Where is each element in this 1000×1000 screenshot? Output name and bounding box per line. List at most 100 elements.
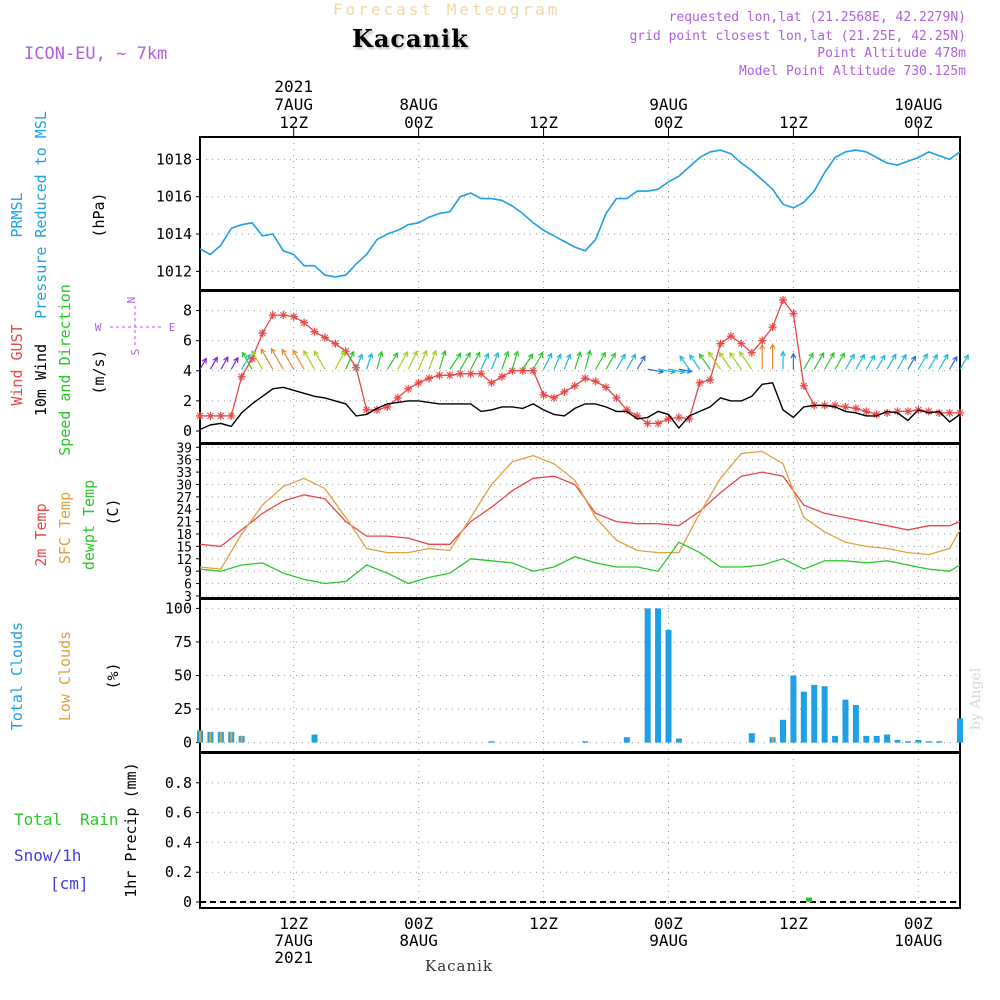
- gust-marker: [456, 369, 465, 378]
- arrow-head: [586, 349, 592, 356]
- gust-marker: [414, 378, 423, 387]
- arrow-shaft: [334, 351, 345, 370]
- y-tick-label: 30: [176, 478, 192, 493]
- time-label-bottom: 9AUG: [649, 931, 688, 950]
- arrow-shaft: [678, 368, 692, 373]
- wind-direction-arrow: [543, 352, 553, 370]
- gust-marker: [206, 411, 215, 420]
- wind-direction-arrow: [626, 353, 637, 370]
- wind-direction-arrow: [844, 353, 855, 370]
- arrow-head: [819, 351, 825, 358]
- total-cloud-bar: [644, 608, 651, 743]
- arrow-shaft: [718, 352, 732, 370]
- arrow-head: [922, 352, 928, 360]
- gust-marker: [674, 413, 683, 422]
- gust-marker-d: [602, 383, 610, 391]
- wind-direction-arrow: [397, 351, 408, 370]
- arrow-head: [465, 351, 471, 358]
- dewpt-line: [199, 541, 961, 585]
- total-cloud-bar: [936, 741, 943, 743]
- arrow-head: [620, 353, 626, 360]
- arrow-shaft: [376, 351, 383, 370]
- arrow-head: [251, 349, 257, 356]
- arrow-shaft: [292, 349, 305, 370]
- gust-marker-d: [935, 409, 943, 417]
- arrow-shaft: [281, 349, 295, 370]
- wind-direction-arrow: [949, 355, 958, 370]
- arrow-shaft: [824, 352, 835, 370]
- y-tick-label: 33: [176, 466, 192, 481]
- time-label-bottom: 12Z: [529, 914, 558, 933]
- gust-marker: [289, 312, 298, 321]
- y-tick-label: 36: [176, 454, 192, 469]
- gust-marker-d: [394, 394, 402, 402]
- gust-marker-d: [956, 409, 964, 417]
- arrow-shaft: [386, 352, 399, 370]
- wind-direction-arrow: [407, 350, 418, 370]
- gust-marker: [320, 333, 329, 342]
- y-tick-label: 6: [184, 578, 192, 593]
- gust-marker-d: [769, 323, 776, 331]
- arrow-head: [339, 350, 346, 357]
- arrow-head: [839, 352, 845, 359]
- gust-marker-d: [894, 408, 901, 415]
- total-cloud-bar: [582, 741, 589, 743]
- arrow-shaft: [834, 353, 845, 370]
- arrow-shaft: [438, 350, 446, 370]
- time-label-top: 9AUG: [649, 95, 688, 114]
- arrow-shaft: [270, 348, 284, 370]
- total-cloud-bar: [675, 738, 682, 743]
- wind-direction-arrow: [769, 343, 776, 370]
- arrow-head: [377, 350, 384, 357]
- arrow-head: [576, 350, 582, 358]
- wind-direction-arrow: [917, 352, 928, 370]
- wind-direction-arrow: [376, 350, 384, 370]
- gust-marker-d: [883, 409, 891, 417]
- wind-direction-arrow: [270, 347, 284, 370]
- gust-marker-d: [529, 367, 537, 375]
- y-tick-label: 1018: [156, 150, 192, 168]
- y-tick-label: 9: [184, 565, 192, 580]
- gust-marker: [362, 405, 371, 414]
- arrow-shaft: [449, 353, 462, 370]
- arrow-shaft: [689, 354, 701, 370]
- gust-marker: [404, 384, 413, 393]
- total-cloud-bar: [821, 686, 828, 743]
- arrow-shaft: [355, 354, 363, 370]
- arrow-head: [963, 353, 969, 361]
- wind-direction-arrow: [303, 349, 316, 370]
- low-cloud-bar: [240, 735, 243, 743]
- arrow-shaft: [636, 355, 646, 370]
- y-tick-label: 0: [183, 893, 192, 911]
- gust-marker-d: [508, 367, 516, 375]
- gust-marker: [893, 407, 902, 416]
- gust-marker: [268, 311, 277, 320]
- arrow-shaft: [729, 352, 742, 370]
- gust-marker: [300, 318, 309, 327]
- compass-n: N: [125, 297, 138, 304]
- gust-marker-d: [238, 373, 245, 381]
- arrow-shaft: [314, 350, 326, 370]
- time-label-bottom: 10AUG: [894, 931, 942, 950]
- panel-1: 1012 1014 1016 1018: [156, 136, 961, 291]
- wind-direction-arrow: [790, 352, 797, 370]
- y-tick-label: 18: [176, 528, 192, 543]
- arrow-head: [513, 350, 520, 357]
- arrow-shaft: [668, 368, 685, 373]
- y-tick-label: 8: [183, 302, 192, 320]
- sfc-temp-line: [199, 450, 961, 570]
- arrow-head: [859, 353, 865, 360]
- sfc-temp-axis-label: SFC Temp: [56, 492, 74, 564]
- arrow-shaft: [574, 351, 581, 370]
- arrow-shaft: [490, 352, 499, 370]
- gust-marker: [258, 329, 267, 338]
- gust-marker: [435, 371, 444, 380]
- arrow-head: [201, 357, 207, 364]
- y-tick-label: 0.2: [165, 863, 192, 881]
- arrow-shaft: [563, 354, 571, 370]
- y-tick-label: 1012: [156, 262, 192, 280]
- gust-marker-d: [852, 405, 860, 412]
- y-tick-label: 0.4: [165, 833, 192, 851]
- arrow-shaft: [657, 368, 676, 373]
- time-label-top: 00Z: [904, 113, 933, 132]
